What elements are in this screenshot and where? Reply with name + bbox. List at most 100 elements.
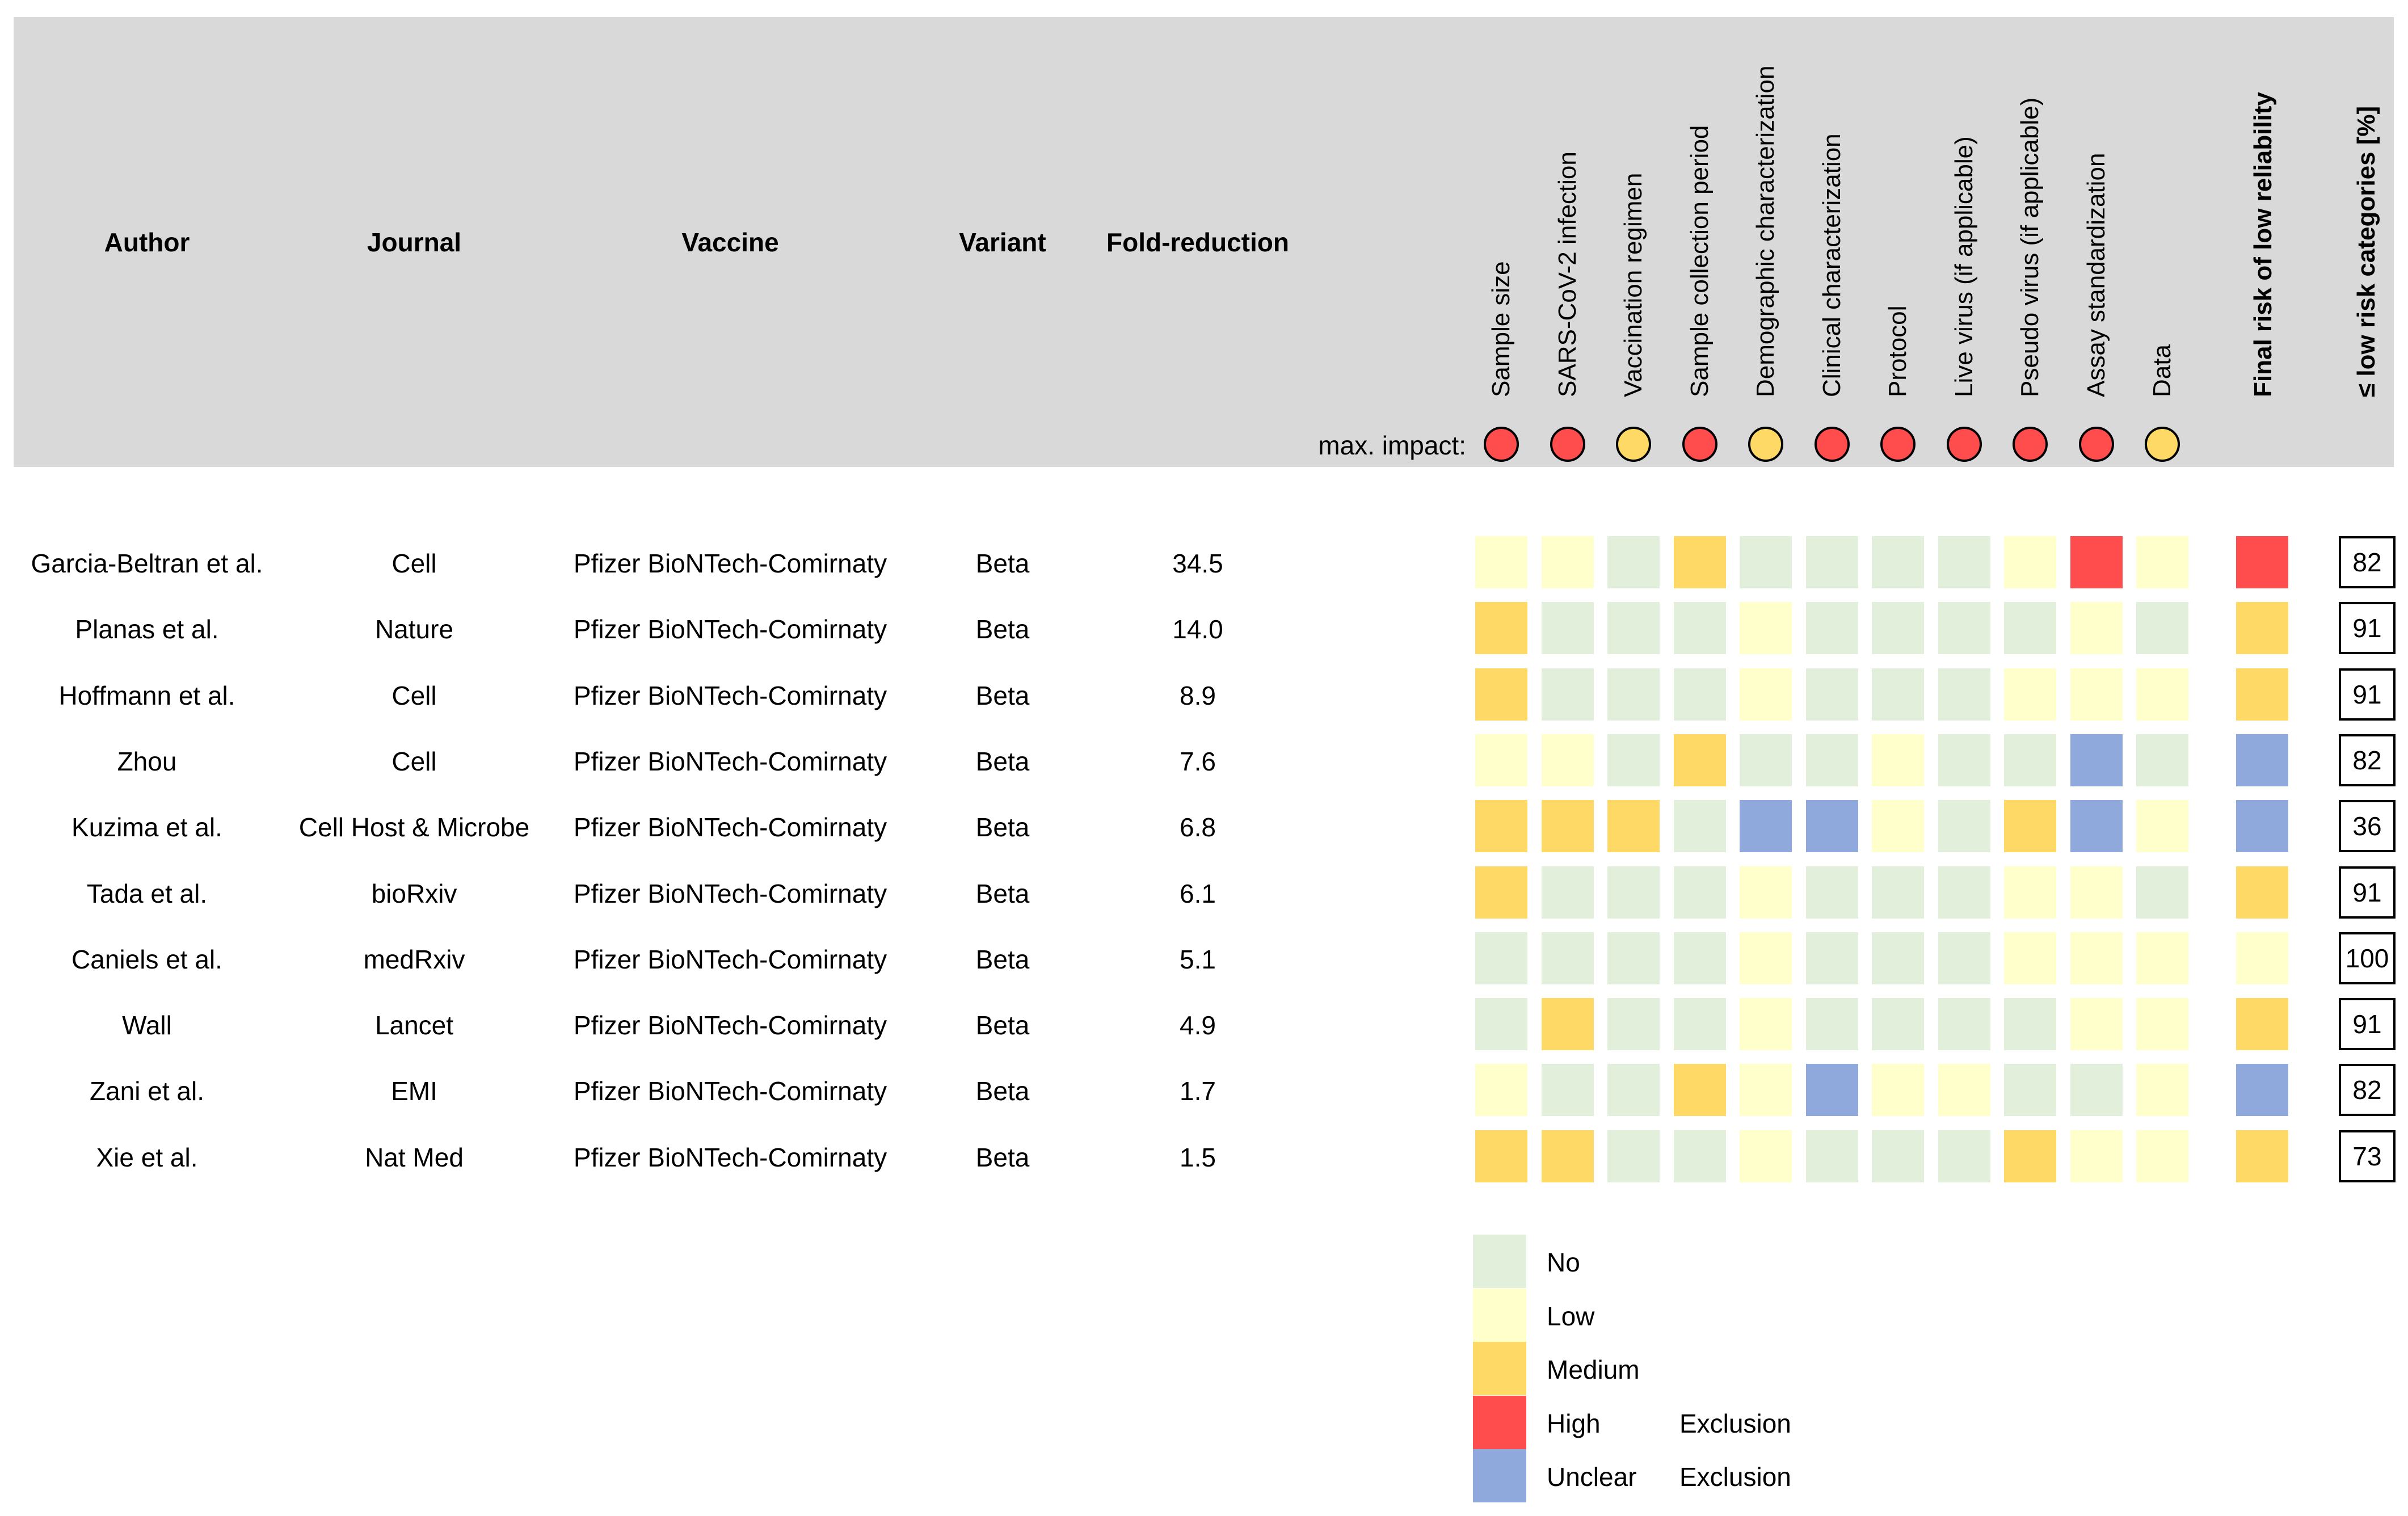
- percent-score: 91: [2339, 998, 2396, 1051]
- rating-cell-no: [1805, 1130, 1858, 1182]
- rating-cell-low: [2136, 998, 2188, 1051]
- rating-cell-no: [1938, 602, 1990, 655]
- row-variant: Beta: [975, 746, 1030, 776]
- legend-note: Exclusion: [1679, 1408, 1791, 1438]
- rating-cell-medium: [1673, 536, 1726, 588]
- percent-header: ≤ low risk categories [%]: [2352, 106, 2380, 397]
- rating-cell-no: [1805, 602, 1858, 655]
- rating-cell-low: [2136, 932, 2188, 984]
- final-risk-cell-unclear: [2236, 800, 2288, 853]
- row-variant: Beta: [975, 878, 1030, 908]
- rating-cell-no: [1938, 866, 1990, 919]
- rating-cell-medium: [1475, 1130, 1527, 1182]
- row-vaccine: Pfizer BioNTech-Comirnaty: [573, 549, 887, 578]
- rating-cell-no: [2136, 602, 2188, 655]
- rating-cell-unclear: [2070, 800, 2123, 853]
- rating-cell-medium: [1541, 998, 1594, 1051]
- rating-cell-medium: [1475, 668, 1527, 721]
- row-author: Planas et al.: [75, 614, 219, 645]
- rating-cell-low: [1740, 1130, 1792, 1182]
- rating-cell-no: [1872, 998, 1924, 1051]
- category-header: Pseudo virus (if applicable): [2016, 97, 2044, 397]
- row-variant: Beta: [975, 549, 1030, 578]
- rating-cell-no: [1938, 734, 1990, 786]
- row-vaccine: Pfizer BioNTech-Comirnaty: [573, 680, 887, 710]
- row-author: Wall: [122, 1010, 172, 1041]
- row-journal: Cell: [391, 680, 437, 710]
- rating-cell-no: [2004, 734, 2056, 786]
- header-journal: Journal: [367, 228, 462, 257]
- rating-cell-no: [2136, 734, 2188, 786]
- legend-swatch-medium: [1473, 1342, 1526, 1395]
- rating-cell-low: [2136, 536, 2188, 588]
- rating-cell-low: [1475, 734, 1527, 786]
- final-risk-cell-medium: [2236, 602, 2288, 655]
- category-header: Protocol: [1884, 305, 1912, 397]
- impact-dot-high: [1814, 427, 1850, 462]
- row-journal: Lancet: [374, 1010, 454, 1041]
- rating-cell-no: [1673, 1130, 1726, 1182]
- rating-cell-low: [2136, 800, 2188, 853]
- percent-score: 91: [2339, 866, 2396, 919]
- header-author: Author: [104, 228, 190, 257]
- legend-swatch-high: [1473, 1395, 1526, 1449]
- rating-cell-no: [1541, 668, 1594, 721]
- rating-cell-low: [2136, 1130, 2188, 1182]
- rating-cell-low: [1541, 536, 1594, 588]
- rating-cell-low: [2004, 536, 2056, 588]
- rating-cell-unclear: [1740, 800, 1792, 853]
- rating-cell-no: [1541, 866, 1594, 919]
- impact-dot-high: [2013, 427, 2048, 462]
- legend-swatch-low: [1473, 1288, 1526, 1342]
- rating-cell-no: [2136, 866, 2188, 919]
- rating-cell-high: [2070, 536, 2123, 588]
- impact-dot-high: [1484, 427, 1519, 462]
- rating-cell-no: [1607, 998, 1660, 1051]
- rating-cell-no: [1805, 668, 1858, 721]
- header-fold-reduction: Fold-reduction: [1106, 228, 1289, 257]
- rating-cell-no: [1673, 932, 1726, 984]
- rating-cell-no: [2004, 1064, 2056, 1117]
- rating-cell-low: [1740, 668, 1792, 721]
- rating-cell-low: [1872, 1064, 1924, 1117]
- row-fold: 1.5: [1180, 1142, 1216, 1172]
- rating-cell-no: [2004, 602, 2056, 655]
- rating-cell-no: [1938, 668, 1990, 721]
- rating-cell-no: [1607, 932, 1660, 984]
- category-header: Demographic characterization: [1752, 65, 1779, 397]
- legend-label: High: [1547, 1408, 1601, 1438]
- row-variant: Beta: [975, 680, 1030, 710]
- row-variant: Beta: [975, 944, 1030, 974]
- final-risk-cell-unclear: [2236, 1064, 2288, 1117]
- row-journal: Nat Med: [365, 1142, 464, 1172]
- rating-cell-no: [1607, 668, 1660, 721]
- final-risk-cell-low: [2236, 932, 2288, 984]
- row-journal: Cell: [391, 746, 437, 776]
- rating-cell-no: [1541, 602, 1594, 655]
- rating-cell-low: [2070, 932, 2123, 984]
- rating-cell-no: [1872, 932, 1924, 984]
- legend-swatch-no: [1473, 1235, 1526, 1288]
- legend-label: No: [1547, 1248, 1580, 1277]
- max-impact-label: max. impact:: [1318, 431, 1466, 460]
- final-risk-cell-high: [2236, 536, 2288, 588]
- row-journal: Cell: [391, 549, 437, 578]
- row-variant: Beta: [975, 1142, 1030, 1172]
- rating-cell-unclear: [2070, 734, 2123, 786]
- row-vaccine: Pfizer BioNTech-Comirnaty: [573, 1076, 887, 1106]
- rating-cell-medium: [1475, 800, 1527, 853]
- header-vaccine: Vaccine: [681, 228, 779, 257]
- header-variant: Variant: [959, 228, 1046, 257]
- row-variant: Beta: [975, 1076, 1030, 1106]
- rating-cell-low: [2070, 1130, 2123, 1182]
- rating-cell-unclear: [1805, 800, 1858, 853]
- rating-cell-no: [2004, 998, 2056, 1051]
- rating-cell-low: [2070, 998, 2123, 1051]
- legend-label: Medium: [1547, 1355, 1640, 1384]
- category-header: Sample size: [1487, 261, 1515, 397]
- row-vaccine: Pfizer BioNTech-Comirnaty: [573, 614, 887, 645]
- percent-score: 82: [2339, 536, 2396, 588]
- rating-cell-medium: [1673, 734, 1726, 786]
- rating-cell-low: [1872, 800, 1924, 853]
- rating-cell-no: [1872, 1130, 1924, 1182]
